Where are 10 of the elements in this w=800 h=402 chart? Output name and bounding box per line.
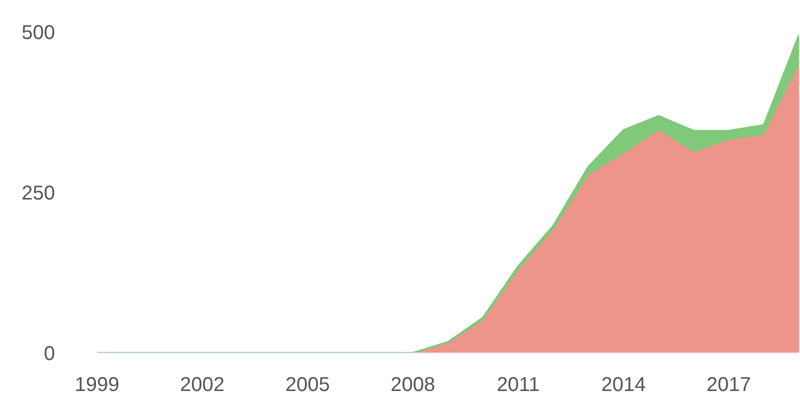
x-tick-label: 2014 xyxy=(601,374,646,396)
y-tick-label: 250 xyxy=(22,182,55,205)
x-tick-label: 2002 xyxy=(180,374,225,396)
x-tick-label: 2008 xyxy=(390,374,436,396)
y-tick-label: 500 xyxy=(22,22,55,44)
x-tick-label: 2005 xyxy=(285,374,330,396)
y-tick-label: 0 xyxy=(44,343,55,366)
x-tick-label: 2011 xyxy=(496,374,540,396)
x-tick-label: 1999 xyxy=(74,374,120,396)
x-tick-label: 2017 xyxy=(706,374,752,396)
